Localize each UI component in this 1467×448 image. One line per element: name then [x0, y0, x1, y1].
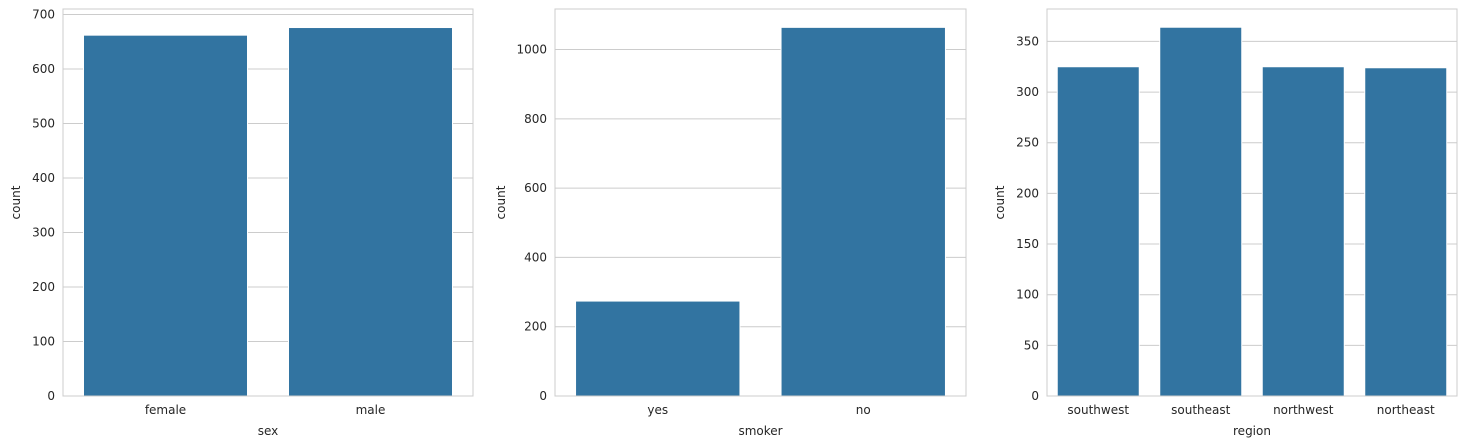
chart-panel-1: 0 100 200 300 400 500 600 700 female male sex count — [9, 7, 474, 438]
y-tick-label: 1000 — [516, 43, 547, 57]
x-tick-label: no — [856, 403, 871, 417]
y-tick-label: 150 — [1016, 237, 1039, 251]
x-tick-label: northeast — [1377, 403, 1435, 417]
x-axis-label: sex — [258, 424, 279, 438]
y-tick-label: 300 — [1016, 85, 1039, 99]
x-tick-label: female — [145, 403, 186, 417]
bar-northwest — [1261, 66, 1345, 397]
bar-male — [288, 27, 453, 397]
x-axis-label: region — [1233, 424, 1271, 438]
y-tick-label: 100 — [32, 334, 55, 348]
y-tick-label: 0 — [1031, 389, 1039, 403]
y-tick-label: 700 — [32, 7, 55, 21]
plot-frame — [1046, 8, 1458, 397]
x-tick-label: southwest — [1067, 403, 1129, 417]
y-tick-label: 200 — [524, 320, 547, 334]
x-axis-label: smoker — [738, 424, 782, 438]
plot-frame — [554, 8, 967, 397]
y-tick-label: 800 — [524, 112, 547, 126]
y-tick-label: 600 — [32, 62, 55, 76]
chart-panel-3: 0 50 100 150 200 250 300 350 southwest southeast n… — [993, 8, 1458, 438]
bar-no — [780, 26, 946, 397]
y-tick-label: 0 — [47, 389, 55, 403]
bar-southeast — [1159, 26, 1243, 397]
x-tick-label: male — [356, 403, 386, 417]
y-tick-label: 250 — [1016, 136, 1039, 150]
y-tick-label: 200 — [1016, 186, 1039, 200]
y-tick-label: 500 — [32, 116, 55, 130]
x-tick-label: northwest — [1273, 403, 1334, 417]
y-tick-label: 400 — [32, 171, 55, 185]
y-axis-label: count — [993, 185, 1007, 219]
y-tick-label: 350 — [1016, 34, 1039, 48]
chart-panel-2: 0 200 400 600 800 1000 yes no smoker count — [494, 8, 967, 438]
bar-female — [83, 34, 248, 397]
y-tick-label: 50 — [1024, 338, 1039, 352]
y-axis-label: count — [494, 185, 508, 219]
bar-yes — [575, 300, 741, 397]
y-tick-label: 300 — [32, 225, 55, 239]
y-tick-label: 400 — [524, 250, 547, 264]
y-tick-label: 100 — [1016, 288, 1039, 302]
bar-southwest — [1056, 66, 1140, 397]
y-tick-label: 600 — [524, 181, 547, 195]
y-tick-label: 0 — [539, 389, 547, 403]
y-tick-label: 200 — [32, 280, 55, 294]
y-axis-label: count — [9, 185, 23, 219]
plot-frame — [62, 8, 474, 397]
x-tick-label: southeast — [1171, 403, 1230, 417]
x-tick-label: yes — [647, 403, 668, 417]
bar-northeast — [1364, 67, 1448, 397]
